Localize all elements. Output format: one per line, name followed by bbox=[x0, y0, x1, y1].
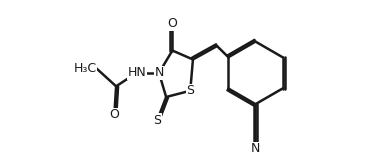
Text: HN: HN bbox=[127, 66, 146, 79]
Text: N: N bbox=[154, 66, 164, 79]
Text: S: S bbox=[153, 114, 161, 127]
Text: N: N bbox=[251, 142, 260, 155]
Text: O: O bbox=[167, 17, 177, 30]
Text: H₃C: H₃C bbox=[73, 62, 97, 75]
Text: O: O bbox=[109, 108, 119, 121]
Text: S: S bbox=[186, 84, 194, 97]
